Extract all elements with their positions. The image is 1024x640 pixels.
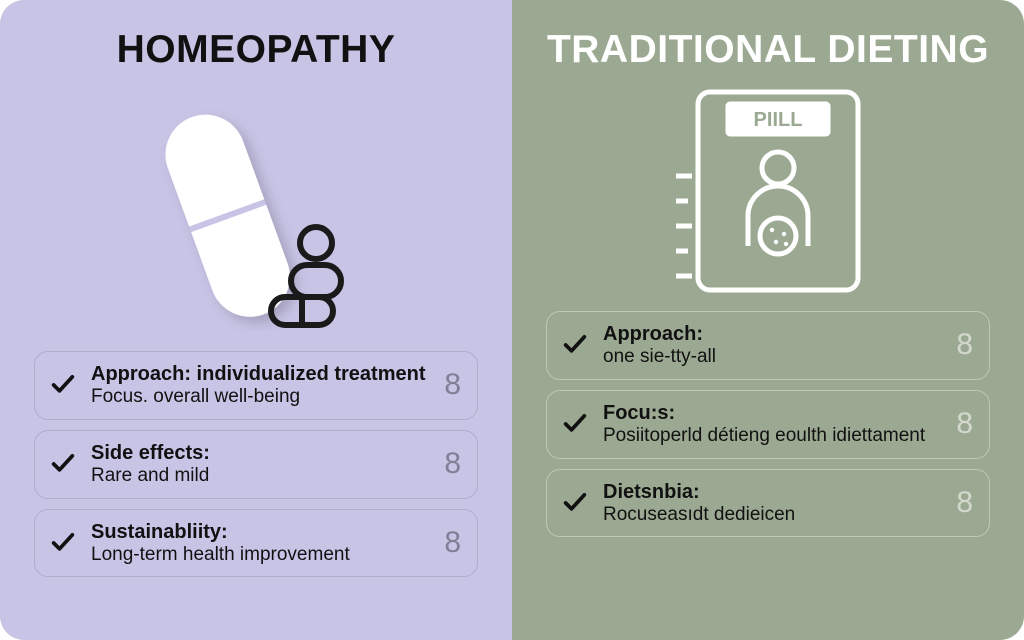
item-sub: Focus. overall well-being <box>91 386 430 409</box>
item-heading: Approach: individualized treatment <box>91 362 430 386</box>
homeopathy-title: HOMEOPATHY <box>34 30 478 71</box>
item-heading: Dietsnbia: <box>603 480 942 504</box>
check-icon <box>49 450 77 478</box>
item-badge: 8 <box>956 330 973 360</box>
pill-label: PIILL <box>754 109 803 131</box>
item-heading: Side effects: <box>91 441 430 465</box>
item-sub: Rocuseasıdt dedieicen <box>603 504 942 527</box>
list-item: Approach: one sie-tty-all 8 <box>546 311 990 380</box>
item-text: Approach: one sie-tty-all <box>603 322 942 369</box>
item-text: Approach: individualized treatment Focus… <box>91 362 430 409</box>
list-item: Dietsnbia: Rocuseasıdt dedieicen 8 <box>546 469 990 538</box>
check-icon <box>561 331 589 359</box>
item-badge: 8 <box>956 488 973 518</box>
check-icon <box>561 410 589 438</box>
item-heading: Focu:s: <box>603 401 942 425</box>
pill-card-icon: PIILL <box>658 86 878 296</box>
dieting-hero: PIILL <box>546 81 990 301</box>
item-text: Side effects: Rare and mild <box>91 441 430 488</box>
item-badge: 8 <box>444 449 461 479</box>
item-badge: 8 <box>444 528 461 558</box>
list-item: Sustainabliity: Long-term health improve… <box>34 509 478 578</box>
item-text: Dietsnbia: Rocuseasıdt dedieicen <box>603 480 942 527</box>
check-icon <box>49 529 77 557</box>
item-sub: Long-term health improvement <box>91 544 430 567</box>
dieting-items: Approach: one sie-tty-all 8 Focu:s: Posi… <box>546 311 990 537</box>
homeopathy-panel: HOMEOPATHY Approach: indiv <box>0 0 512 640</box>
item-text: Sustainabliity: Long-term health improve… <box>91 520 430 567</box>
item-sub: one sie-tty-all <box>603 346 942 369</box>
list-item: Focu:s: Posiitoperld détieng eoulth idie… <box>546 390 990 459</box>
item-badge: 8 <box>444 370 461 400</box>
item-badge: 8 <box>956 409 973 439</box>
dieting-panel: TRADITIONAL DIETING <box>512 0 1024 640</box>
list-item: Approach: individualized treatment Focus… <box>34 351 478 420</box>
homeopathy-hero <box>34 81 478 341</box>
dieting-title: TRADITIONAL DIETING <box>546 30 990 71</box>
check-icon <box>49 371 77 399</box>
item-sub: Posiitoperld détieng eoulth idiettament <box>603 425 942 448</box>
list-item: Side effects: Rare and mild 8 <box>34 430 478 499</box>
item-sub: Rare and mild <box>91 465 430 488</box>
item-heading: Sustainabliity: <box>91 520 430 544</box>
check-icon <box>561 489 589 517</box>
homeopathy-items: Approach: individualized treatment Focus… <box>34 351 478 577</box>
item-heading: Approach: <box>603 322 942 346</box>
capsule-icon <box>106 91 406 331</box>
item-text: Focu:s: Posiitoperld détieng eoulth idie… <box>603 401 942 448</box>
